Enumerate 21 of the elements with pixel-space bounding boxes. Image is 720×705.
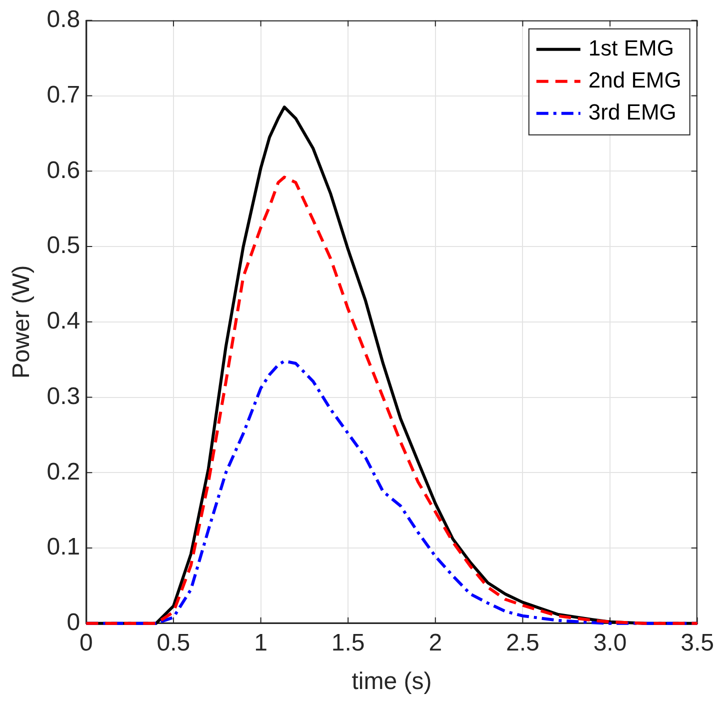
y-tick-label: 0.2: [46, 458, 80, 486]
y-tick-label: 0.8: [46, 6, 80, 34]
x-tick-label: 2: [428, 629, 442, 656]
y-tick-label: 0.5: [46, 232, 80, 260]
x-tick-label: 1: [254, 629, 268, 656]
x-tick-label: 0.5: [156, 629, 190, 656]
y-tick-label: 0.6: [46, 156, 80, 184]
x-tick-label: 3.5: [680, 629, 714, 656]
x-tick-label: 2.5: [506, 629, 540, 656]
y-axis-title: Power (W): [8, 265, 36, 379]
legend-label: 3rd EMG: [588, 99, 676, 124]
legend-label: 2nd EMG: [588, 67, 682, 92]
y-tick-label: 0.7: [46, 81, 80, 108]
x-axis-title: time (s): [352, 668, 432, 696]
y-tick-label: 0.3: [46, 382, 80, 410]
x-tick-label: 1.5: [331, 629, 365, 656]
y-tick-label: 0.1: [46, 534, 80, 561]
x-tick-label: 3.0: [593, 629, 627, 656]
y-tick-label: 0.4: [46, 308, 80, 335]
y-tick-label: 0: [66, 609, 80, 636]
legend-label: 1st EMG: [588, 35, 674, 60]
